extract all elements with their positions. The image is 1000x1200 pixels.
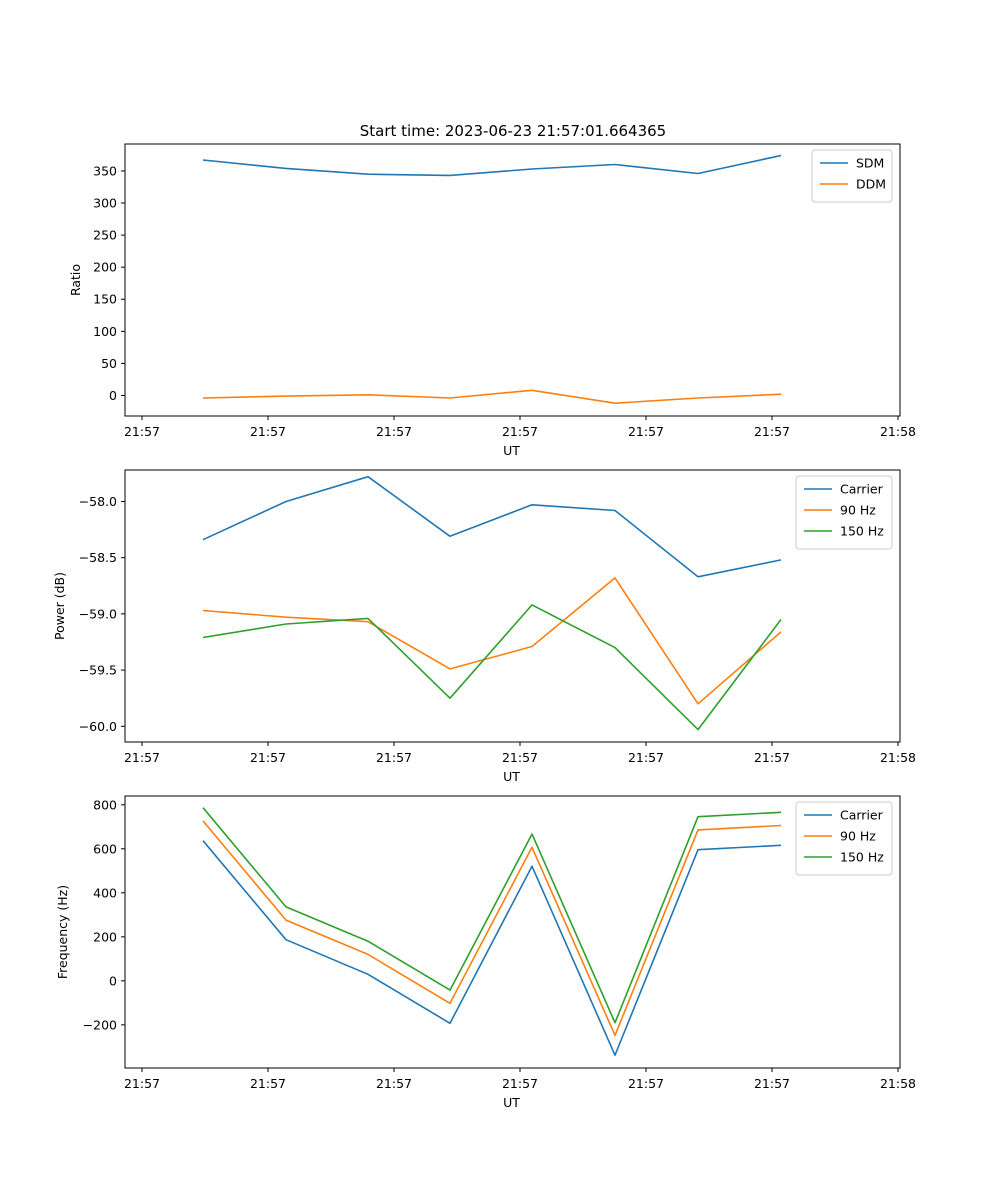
x-tick-label: 21:57 — [124, 750, 160, 765]
x-tick-label: 21:57 — [124, 1076, 160, 1091]
y-tick-label: −59.5 — [79, 663, 117, 678]
series-line-ddm — [202, 389, 782, 405]
x-tick-label: 21:58 — [880, 1076, 916, 1091]
y-tick-label: 200 — [93, 929, 117, 944]
x-axis-label: UT — [503, 1095, 520, 1110]
x-tick-label: 21:57 — [376, 750, 412, 765]
legend: Carrier 90 Hz 150 Hz — [795, 475, 893, 550]
legend-entry: Carrier — [840, 482, 884, 497]
y-tick-label: 50 — [101, 356, 117, 371]
x-tick-label: 21:57 — [502, 424, 538, 439]
plot-frame — [124, 143, 901, 417]
y-tick-label: −60.0 — [79, 719, 117, 734]
legend-entry: Carrier — [840, 808, 884, 823]
y-tick-label: −59.0 — [79, 606, 117, 621]
y-tick-label: 0 — [109, 388, 117, 403]
series-line-150-hz — [202, 807, 782, 1024]
figure-title: Start time: 2023-06-23 21:57:01.664365 — [360, 122, 666, 140]
y-tick-label: −58.0 — [79, 494, 117, 509]
legend-entry: 150 Hz — [840, 524, 884, 539]
series-line-sdm — [202, 154, 782, 177]
x-tick-label: 21:57 — [376, 424, 412, 439]
y-axis-label: Ratio — [68, 264, 83, 296]
x-tick-label: 21:57 — [628, 424, 664, 439]
y-tick-label: 800 — [93, 797, 117, 812]
chart-panels: 21:57 21:57 21:57 21:57 21:57 21:57 21:58 0 50 10… — [52, 143, 916, 1110]
series-line-90-hz — [202, 577, 782, 705]
y-tick-label: 0 — [109, 973, 117, 988]
legend-entry: SDM — [856, 156, 884, 171]
series-line-150-hz — [202, 604, 782, 731]
y-tick-label: −200 — [83, 1017, 117, 1032]
y-tick-label: 250 — [93, 228, 117, 243]
plot-frame — [124, 795, 901, 1069]
legend-entry: 90 Hz — [840, 503, 876, 518]
y-tick-label: 100 — [93, 324, 117, 339]
legend: SDM DDM — [811, 149, 893, 203]
chart-panel-2: 21:57 21:57 21:57 21:57 21:57 21:57 21:58 −60.0… — [52, 469, 916, 784]
x-tick-label: 21:57 — [250, 424, 286, 439]
series-line-carrier — [202, 840, 782, 1056]
x-tick-label: 21:57 — [754, 1076, 790, 1091]
y-tick-label: 300 — [93, 196, 117, 211]
x-tick-label: 21:57 — [502, 1076, 538, 1091]
legend-entry: 150 Hz — [840, 850, 884, 865]
x-tick-label: 21:58 — [880, 424, 916, 439]
x-tick-label: 21:57 — [754, 424, 790, 439]
x-tick-label: 21:57 — [502, 750, 538, 765]
y-tick-label: 400 — [93, 885, 117, 900]
x-tick-label: 21:57 — [376, 1076, 412, 1091]
legend: Carrier 90 Hz 150 Hz — [795, 801, 893, 876]
x-tick-label: 21:57 — [124, 424, 160, 439]
x-axis-label: UT — [503, 443, 520, 458]
x-tick-label: 21:57 — [754, 750, 790, 765]
y-tick-label: 600 — [93, 841, 117, 856]
series-line-90-hz — [202, 820, 782, 1037]
y-tick-label: 350 — [93, 163, 117, 178]
y-tick-label: 150 — [93, 292, 117, 307]
x-tick-label: 21:57 — [250, 750, 286, 765]
chart-panel-3: 21:57 21:57 21:57 21:57 21:57 21:57 21:58 −200 0… — [55, 795, 916, 1110]
x-tick-label: 21:58 — [880, 750, 916, 765]
y-axis-label: Power (dB) — [52, 572, 67, 640]
x-tick-label: 21:57 — [628, 1076, 664, 1091]
x-axis-label: UT — [503, 769, 520, 784]
legend-entry: 90 Hz — [840, 829, 876, 844]
legend-entry: DDM — [856, 177, 886, 192]
series-line-carrier — [202, 475, 782, 578]
x-tick-label: 21:57 — [628, 750, 664, 765]
y-tick-label: −58.5 — [79, 550, 117, 565]
plot-frame — [124, 469, 901, 743]
y-tick-label: 200 — [93, 260, 117, 275]
chart-panel-1: 21:57 21:57 21:57 21:57 21:57 21:57 21:58 0 50 10… — [68, 143, 916, 458]
y-axis-label: Frequency (Hz) — [55, 885, 70, 979]
x-tick-label: 21:57 — [250, 1076, 286, 1091]
